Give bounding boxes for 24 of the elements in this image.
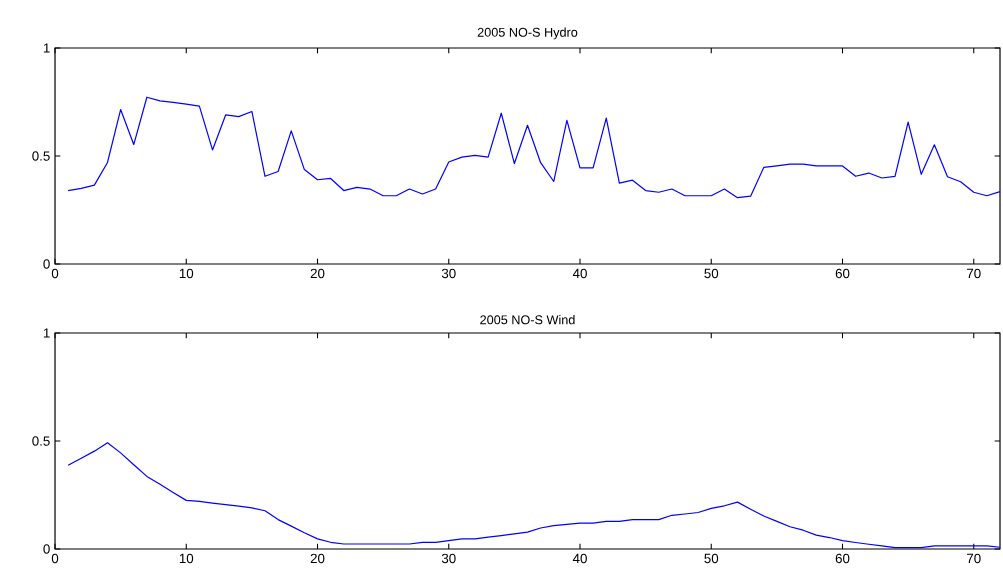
x-tick-label: 50 — [704, 553, 719, 564]
x-tick-label: 20 — [310, 268, 325, 279]
x-tick-label: 20 — [310, 553, 325, 564]
x-tick-label: 30 — [441, 553, 456, 564]
x-tick-label: 10 — [179, 553, 194, 564]
x-tick-label: 60 — [835, 553, 850, 564]
chart-title: 2005 NO-S Hydro — [477, 27, 578, 40]
y-tick-label: 1 — [43, 43, 50, 53]
x-tick-label: 70 — [967, 268, 981, 279]
x-tick-label: 40 — [572, 553, 587, 564]
y-tick-label: 1 — [43, 328, 50, 338]
x-tick-label: 50 — [704, 268, 719, 279]
y-tick-label: 0 — [43, 544, 50, 554]
x-tick-label: 0 — [51, 268, 59, 279]
x-tick-label: 30 — [441, 268, 456, 279]
x-tick-label: 70 — [967, 553, 981, 564]
x-tick-label: 10 — [179, 268, 194, 279]
x-tick-label: 0 — [51, 553, 59, 564]
chart-title: 2005 NO-S Wind — [480, 314, 575, 325]
y-tick-label: 0 — [43, 259, 50, 269]
y-tick-label: 0.5 — [32, 436, 50, 446]
x-tick-label: 40 — [572, 268, 587, 279]
y-tick-label: 0.5 — [32, 151, 50, 161]
x-tick-label: 60 — [835, 268, 850, 279]
